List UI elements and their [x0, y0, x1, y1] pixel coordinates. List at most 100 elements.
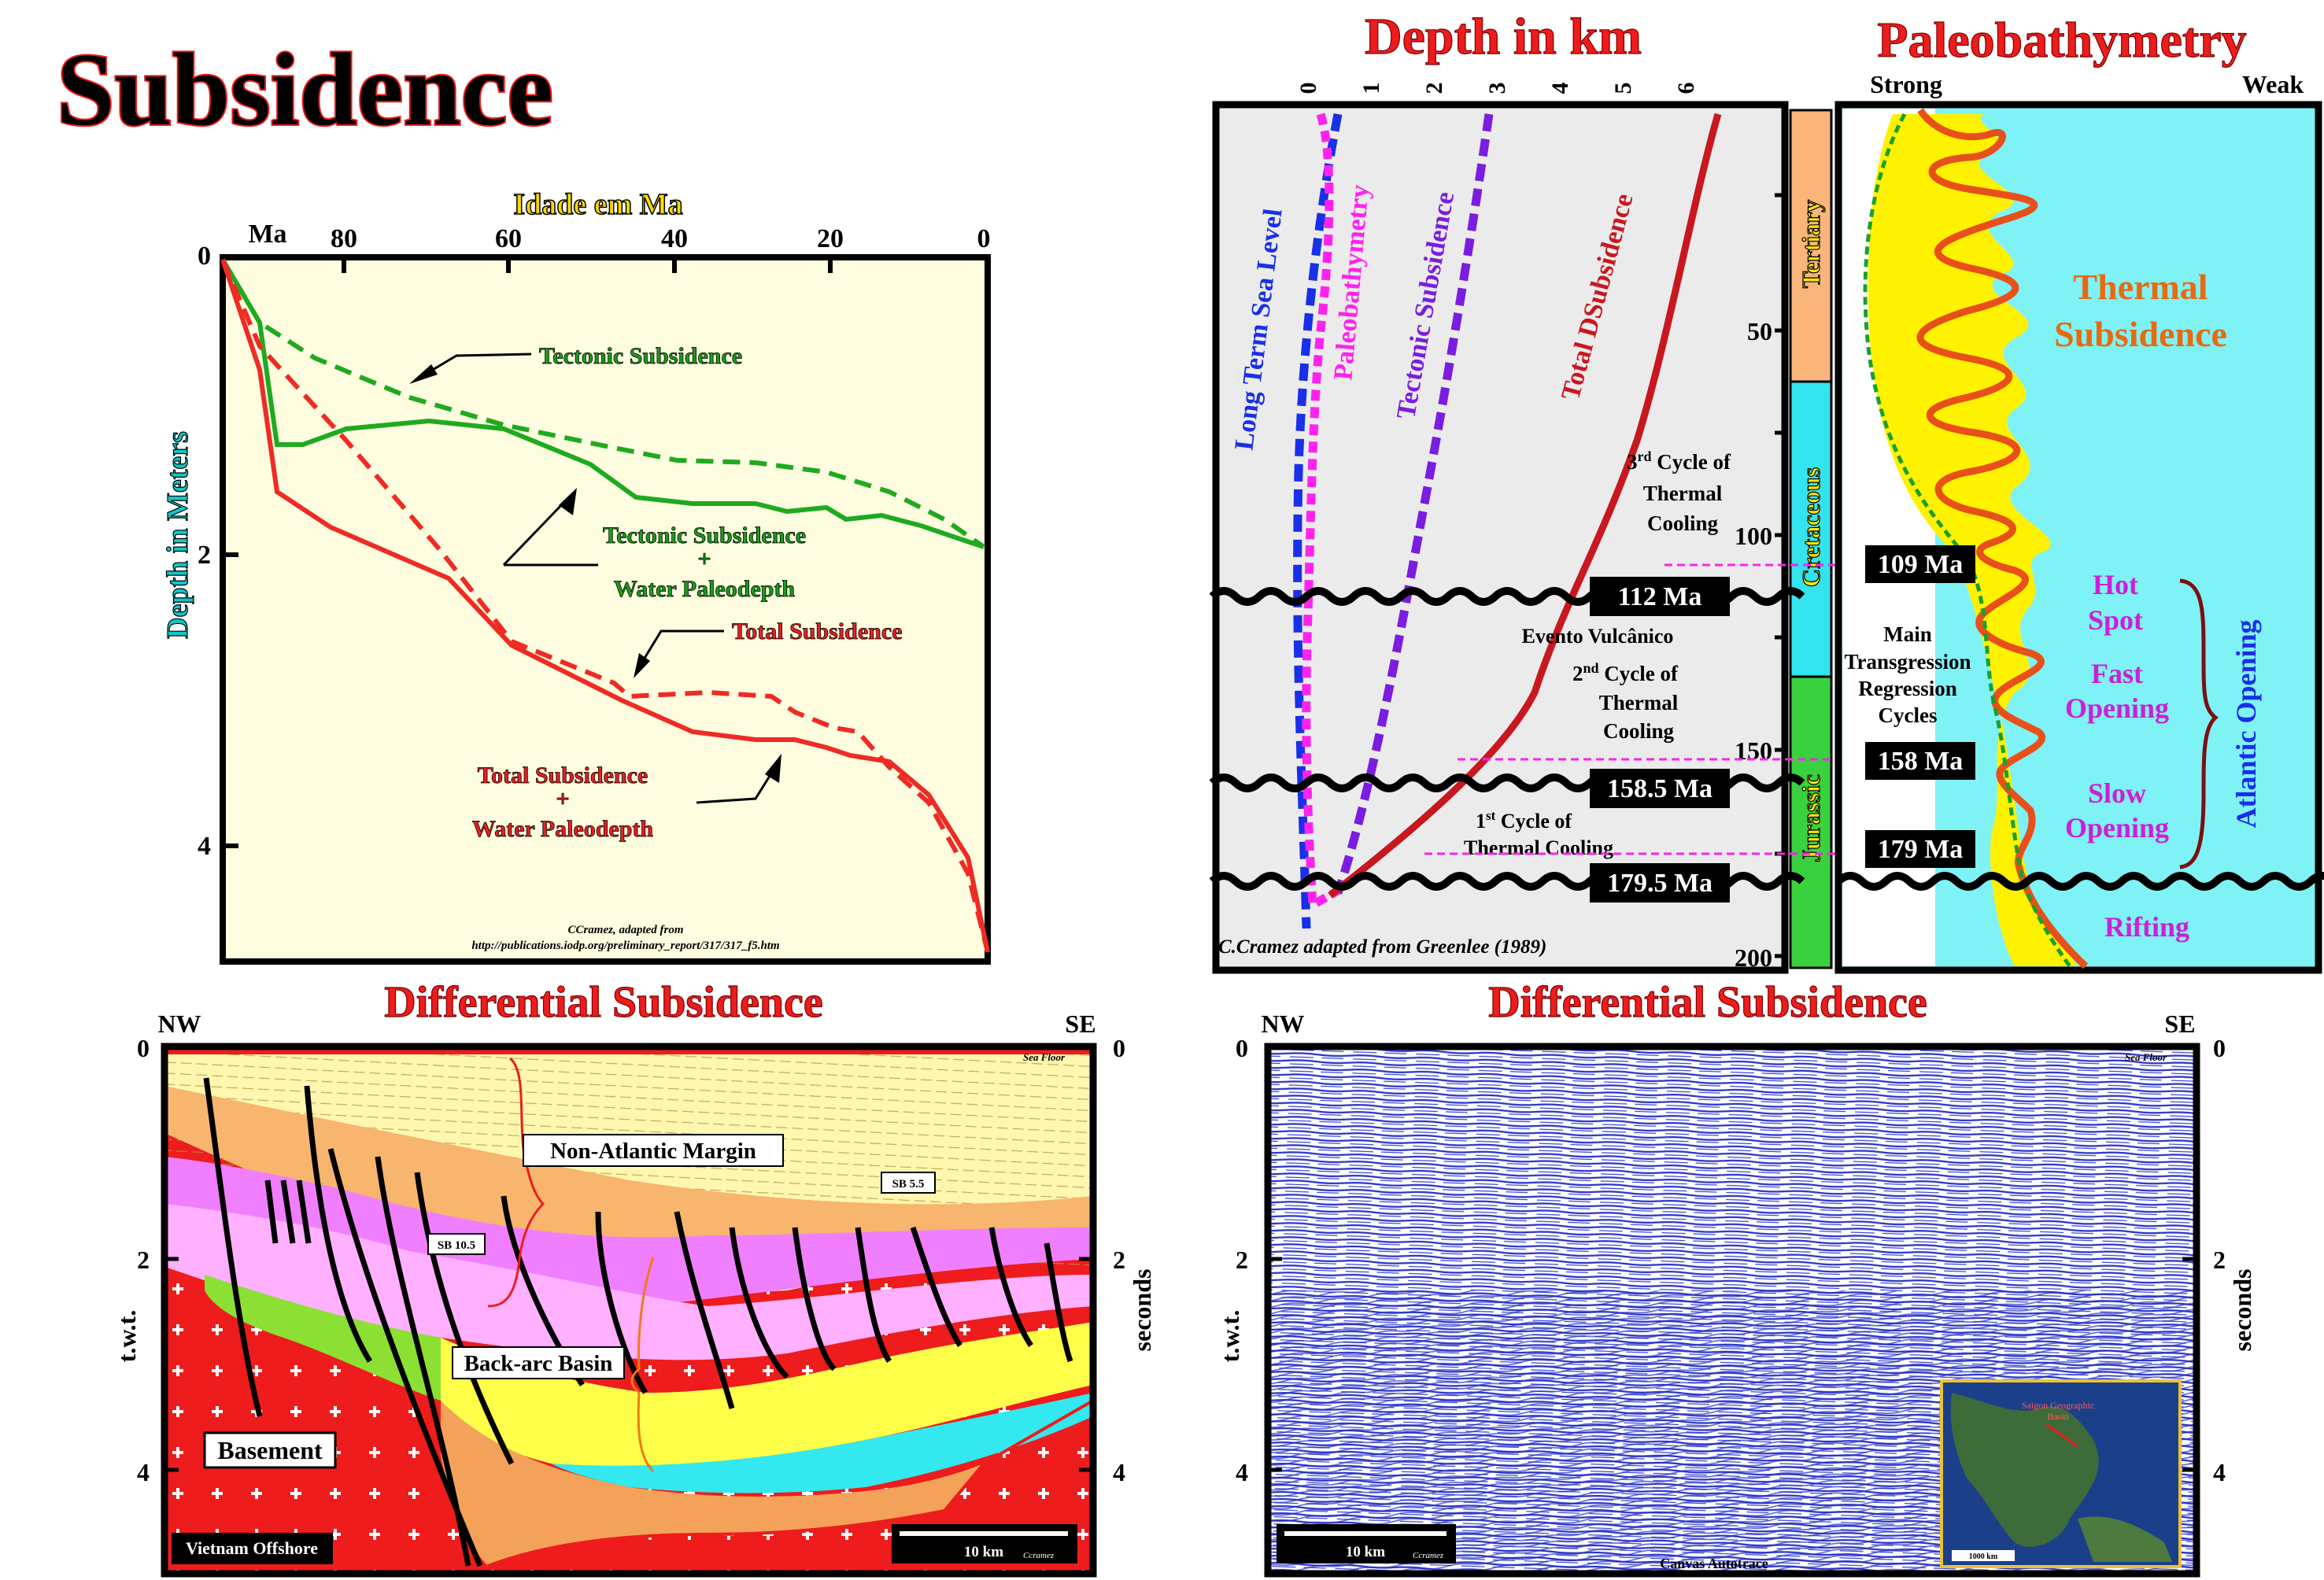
svg-text:0: 0	[1113, 1034, 1125, 1062]
total-water-label-3: Water Paleodepth	[472, 816, 654, 842]
panel5-nw: NW	[1261, 1010, 1304, 1038]
opening-labels: Hot Spot Fast Opening Slow Opening Rifti…	[2065, 569, 2189, 943]
panel4-credit: Ccramez	[1023, 1551, 1055, 1560]
depth-tick: 5	[1610, 83, 1636, 94]
panel5-scale: 10 km	[1346, 1544, 1385, 1560]
sb105-label: SB 10.5	[438, 1239, 475, 1252]
svg-text:Cycles: Cycles	[1879, 703, 1938, 727]
svg-text:Thermal: Thermal	[1643, 482, 1723, 505]
hot-spot-label-1: Hot	[2093, 569, 2138, 600]
panel1-y-tick: 0	[198, 242, 211, 271]
brace	[2179, 578, 2219, 869]
location-label: Vietnam Offshore	[186, 1538, 318, 1558]
paleobathymetry-envelope	[1863, 113, 2072, 968]
atlantic-opening-label: Atlantic Opening	[2230, 619, 2262, 828]
svg-text:2: 2	[1113, 1246, 1125, 1274]
svg-text:Cooling: Cooling	[1647, 511, 1719, 535]
main-cycles-label: Main Transgression Regression Cycles	[1844, 622, 1971, 727]
total-water-label-1: Total Subsidence	[478, 762, 648, 788]
slow-opening-label-2: Opening	[2065, 812, 2169, 844]
cycle-2-label: 2nd Cycle of Thermal Cooling	[1572, 660, 1679, 743]
panel4-axes: 0 2 4 0 2 4 t.w.t. seconds	[113, 1034, 1156, 1486]
total-water-curve	[220, 259, 990, 953]
panel5-frame	[1264, 1043, 2200, 1578]
inset-scale: 1000 km	[1969, 1552, 1998, 1561]
svg-text:Transgression: Transgression	[1844, 650, 1971, 674]
svg-text:Cooling: Cooling	[1603, 719, 1675, 743]
panel1-yaxis-title: Depth in Meters	[161, 431, 194, 639]
period-jurassic	[1789, 675, 1833, 969]
slow-opening-label-1: Slow	[2088, 777, 2146, 809]
backarc-label: Back-arc Basin	[464, 1351, 613, 1376]
fast-opening-label-1: Fast	[2091, 658, 2143, 689]
panel1-x-tick: 80	[331, 224, 357, 253]
panel4-scale: 10 km	[964, 1544, 1003, 1560]
depth-tick: 6	[1673, 83, 1699, 94]
panel5-left-axis: t.w.t.	[1216, 1310, 1244, 1363]
evento-vulcanico-label: Evento Vulcânico	[1522, 625, 1674, 648]
cycle-3-label: 3rd Cycle of Thermal Cooling	[1627, 449, 1731, 535]
thermal-label-1: Thermal	[2073, 267, 2208, 307]
panel-subsidence-curves: Idade em Ma Ma 80 60 40 20 0 0 2 4 Depth…	[161, 187, 991, 965]
svg-text:4: 4	[2213, 1458, 2226, 1486]
panel5-right-axis: seconds	[2228, 1269, 2256, 1352]
panel2-credit: C.Cramez adapted from Greenlee (1989)	[1218, 936, 1546, 958]
sb55-label: SB 5.5	[892, 1178, 925, 1191]
svg-text:Thermal Cooling: Thermal Cooling	[1464, 836, 1613, 859]
panel1-x-tick: 40	[661, 224, 688, 253]
total-water-label-2: +	[556, 786, 569, 812]
age-tick: 100	[1735, 522, 1772, 550]
tectonic-label: Tectonic Subsidence	[539, 343, 742, 369]
panel1-x-tick: 0	[977, 224, 991, 253]
depth-tick: 1	[1358, 83, 1384, 94]
panel-differential-interpreted: Differential Subsidence NW SE	[113, 977, 1156, 1578]
unconformity-158-label: 158.5 Ma	[1607, 774, 1713, 803]
svg-text:2: 2	[1236, 1246, 1248, 1274]
total-subsidence-curve	[1328, 113, 1722, 899]
unconformity-179-label: 179.5 Ma	[1607, 869, 1713, 898]
svg-text:3rd Cycle of: 3rd Cycle of	[1627, 449, 1731, 474]
age-109-label: 109 Ma	[1878, 550, 1964, 579]
panel1-x-ticks: 80 60 40 20 0	[331, 224, 991, 273]
panel4-right-axis: seconds	[1128, 1269, 1156, 1352]
svg-text:0: 0	[1236, 1034, 1248, 1062]
depth-tick: 0	[1295, 83, 1321, 94]
paleobathymetry-fill	[1868, 114, 2078, 966]
basement-label: Basement	[217, 1436, 323, 1464]
svg-text:1st Cycle of: 1st Cycle of	[1476, 808, 1572, 832]
svg-text:2nd Cycle of: 2nd Cycle of	[1572, 660, 1679, 685]
panel5-axes: 0 2 4 0 2 4 t.w.t. seconds	[1216, 1034, 2256, 1486]
svg-text:4: 4	[1113, 1458, 1125, 1486]
panel1-y-ticks: 0 2 4	[198, 242, 238, 861]
svg-text:0: 0	[2213, 1034, 2226, 1062]
svg-text:2: 2	[137, 1246, 150, 1274]
total-curve	[220, 258, 990, 953]
depth-tick: 4	[1547, 83, 1573, 94]
panel4-frame	[161, 1043, 1097, 1578]
sea-level-curve	[1293, 113, 1343, 929]
period-tertiary-label: Tertiary	[1797, 200, 1825, 289]
non-atlantic-label: Non-Atlantic Margin	[550, 1139, 756, 1164]
panel1-x-unit: Ma	[248, 220, 286, 249]
svg-text:Thermal: Thermal	[1599, 691, 1679, 714]
age-tick: 150	[1735, 736, 1772, 765]
autotrace-label: Canvas Autotrace	[1660, 1556, 1768, 1571]
svg-text:0: 0	[137, 1034, 150, 1062]
age-179-label: 179 Ma	[1878, 835, 1964, 864]
rifting-label: Rifting	[2104, 911, 2189, 943]
age-tick: 50	[1747, 317, 1772, 345]
tectonic-water-curve	[220, 258, 985, 549]
tectonic-water-label-3: Water Paleodepth	[614, 576, 796, 602]
panel1-credit-2: http://publications.iodp.org/preliminary…	[471, 940, 779, 952]
panel4-title: Differential Subsidence	[384, 978, 822, 1027]
tectonic-water-label-2: +	[697, 546, 711, 572]
panel5-se: SE	[2164, 1010, 2195, 1038]
svg-text:2: 2	[2213, 1246, 2226, 1274]
fast-opening-label-2: Opening	[2065, 692, 2169, 724]
svg-text:Main: Main	[1883, 622, 1932, 646]
tectonic-water-label-1: Tectonic Subsidence	[603, 522, 806, 548]
panel1-y-tick: 2	[198, 541, 211, 570]
panel4-left-axis: t.w.t.	[113, 1310, 141, 1363]
paleobathymetry-wiggle	[1916, 108, 2089, 969]
